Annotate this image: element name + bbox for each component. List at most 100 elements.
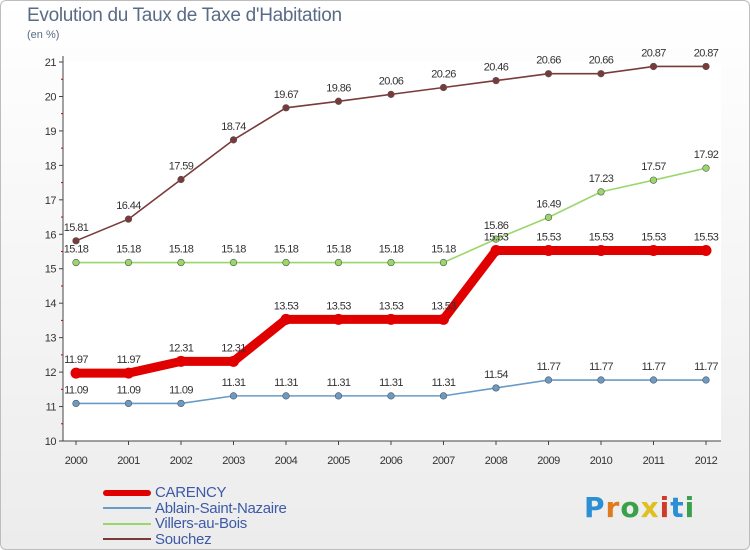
- y-tick-label: 17: [45, 195, 57, 207]
- logo-letter: o: [620, 491, 641, 524]
- data-point: [597, 70, 605, 78]
- legend-label: CARENCY: [155, 484, 227, 502]
- data-label: 19.86: [326, 82, 351, 94]
- data-label: 15.53: [536, 231, 561, 243]
- data-label: 13.53: [431, 300, 456, 312]
- data-label: 13.53: [326, 300, 351, 312]
- logo-letter: t: [670, 491, 685, 524]
- data-label: 12.31: [169, 342, 194, 354]
- data-label: 15.18: [431, 244, 456, 256]
- logo-letter: P: [584, 491, 606, 524]
- data-label: 17.57: [641, 161, 666, 173]
- data-point: [282, 104, 290, 112]
- data-point: [124, 258, 133, 267]
- data-label: 15.18: [274, 244, 299, 256]
- y-tick-label: 15: [45, 264, 57, 276]
- y-tick-label: 16: [45, 229, 57, 241]
- data-point: [229, 392, 238, 400]
- y-tick-label: 12: [45, 367, 57, 379]
- data-label: 11.31: [274, 377, 298, 389]
- data-point: [544, 376, 553, 384]
- data-label: 11.77: [694, 361, 718, 373]
- data-point: [175, 355, 187, 367]
- data-label: 11.09: [64, 384, 88, 396]
- data-label: 20.87: [694, 47, 719, 59]
- data-point: [700, 244, 712, 256]
- data-point: [544, 70, 553, 78]
- x-tick-label: 2008: [485, 455, 508, 467]
- legend-swatch: [103, 522, 151, 525]
- data-point: [385, 313, 397, 325]
- data-point: [334, 392, 343, 400]
- data-label: 12.31: [221, 342, 246, 354]
- data-label: 17.23: [589, 173, 614, 185]
- data-label: 11.97: [64, 354, 88, 366]
- y-tick-label: 18: [45, 160, 57, 172]
- data-point: [702, 376, 710, 384]
- y-tick-label: 21: [45, 57, 57, 69]
- data-point: [649, 176, 658, 184]
- data-label: 11.77: [589, 361, 613, 373]
- data-point: [649, 62, 658, 71]
- data-point: [229, 258, 238, 267]
- x-tick-label: 2003: [222, 455, 245, 467]
- data-point: [544, 213, 553, 221]
- data-label: 15.18: [326, 244, 351, 256]
- logo-letter: i: [659, 491, 671, 524]
- data-label: 15.81: [64, 222, 89, 234]
- data-point: [702, 62, 710, 71]
- data-label: 11.31: [432, 377, 456, 389]
- data-point: [492, 384, 500, 392]
- data-label: 20.26: [431, 68, 456, 80]
- data-point: [333, 313, 344, 325]
- data-label: 15.18: [116, 244, 141, 256]
- data-label: 13.53: [379, 300, 404, 312]
- data-point: [282, 392, 290, 400]
- data-label: 11.31: [379, 377, 403, 389]
- data-label: 15.53: [694, 231, 719, 243]
- data-label: 16.49: [536, 198, 561, 210]
- data-point: [387, 392, 395, 400]
- proxiti-logo: Proxiti: [584, 491, 695, 524]
- data-point: [492, 235, 500, 243]
- x-tick-label: 2005: [327, 455, 350, 467]
- data-point: [387, 258, 395, 267]
- x-tick-label: 2012: [695, 455, 718, 467]
- data-label: 11.09: [117, 384, 141, 396]
- data-point: [123, 367, 134, 379]
- data-point: [543, 244, 554, 256]
- x-tick-label: 2000: [65, 455, 88, 467]
- data-point: [492, 77, 500, 85]
- x-tick-label: 2010: [590, 455, 613, 467]
- data-point: [597, 188, 605, 196]
- data-point: [334, 258, 343, 267]
- x-tick-label: 2007: [432, 455, 455, 467]
- data-label: 15.18: [169, 244, 194, 256]
- chart-title: Evolution du Taux de Taxe d'Habitation: [27, 5, 342, 26]
- x-tick-label: 2001: [117, 455, 140, 467]
- data-label: 20.66: [589, 55, 614, 67]
- data-point: [124, 399, 133, 408]
- data-point: [282, 258, 290, 267]
- data-label: 20.06: [379, 75, 404, 87]
- legend-label: Ablain-Saint-Nazaire: [155, 499, 287, 517]
- data-label: 20.66: [536, 55, 561, 67]
- legend-swatch: [103, 538, 151, 541]
- legend-item-carency: CARENCY: [103, 485, 287, 501]
- legend-label: Souchez: [155, 530, 212, 548]
- logo-letter: r: [605, 491, 621, 524]
- y-tick-label: 14: [45, 298, 57, 310]
- legend-item-villers-au-bois: Villers-au-Bois: [103, 516, 287, 532]
- x-tick-label: 2009: [537, 455, 560, 467]
- data-point: [439, 258, 448, 267]
- legend-item-ablain-saint-nazaire: Ablain-Saint-Nazaire: [103, 501, 287, 517]
- data-label: 13.53: [274, 300, 299, 312]
- data-label: 11.31: [327, 377, 351, 389]
- data-point: [597, 376, 605, 384]
- data-label: 16.44: [116, 200, 141, 212]
- data-label: 15.18: [221, 244, 246, 256]
- data-point: [124, 215, 133, 223]
- y-tick-label: 11: [46, 402, 57, 414]
- y-tick-label: 20: [45, 91, 57, 103]
